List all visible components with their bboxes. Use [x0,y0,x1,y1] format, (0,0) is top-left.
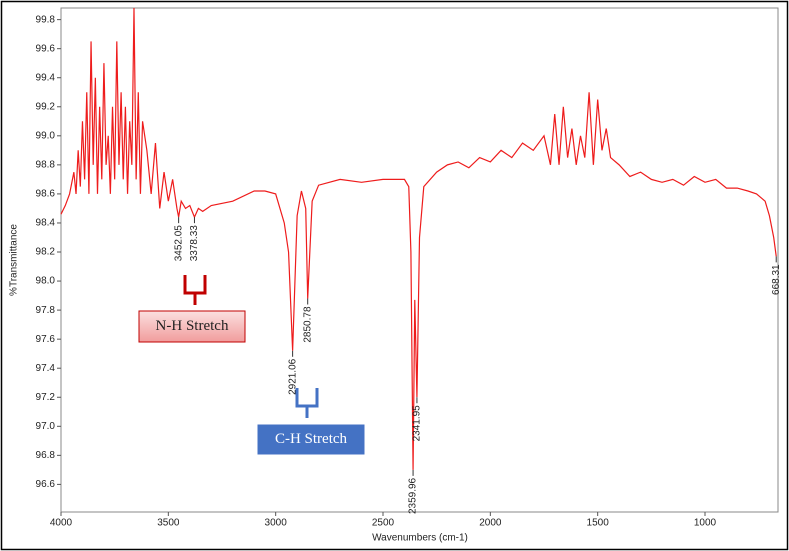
y-tick-label: 97.0 [36,421,56,432]
y-tick-label: 98.8 [36,160,56,171]
y-tick-label: 96.8 [36,450,56,461]
y-tick-label: 98.4 [36,218,56,229]
annotation-box [138,310,246,343]
y-tick-label: 98.2 [36,247,56,258]
y-tick-label: 98.0 [36,276,56,287]
bracket [183,275,207,305]
x-axis-label: Wavenumbers (cm-1) [372,533,468,544]
x-tick-label: 1000 [694,518,717,529]
peak-label: 668.31 [771,264,782,295]
y-tick-label: 99.4 [36,72,56,83]
peak-label: 3452.05 [173,225,184,262]
peak-label: 2850.78 [302,306,313,343]
peak-label: 2921.06 [287,358,298,395]
x-tick-label: 1500 [587,518,610,529]
y-tick-label: 99.2 [36,101,56,112]
y-tick-label: 98.6 [36,189,56,200]
y-tick-label: 99.0 [36,130,56,141]
peak-label: 3378.33 [189,225,200,262]
x-tick-label: 2500 [372,518,395,529]
x-tick-label: 3000 [265,518,288,529]
y-tick-label: 99.8 [36,14,56,25]
y-tick-label: 97.8 [36,305,56,316]
x-tick-label: 4000 [50,518,73,529]
y-tick-label: 97.4 [36,363,56,374]
y-tick-label: 97.6 [36,334,56,345]
peak-label: 2359.96 [408,477,419,514]
y-tick-label: 97.2 [36,392,56,403]
spectrum-line [60,7,777,470]
y-tick-label: 99.6 [36,43,56,54]
bracket [295,388,319,418]
x-tick-label: 2000 [479,518,502,529]
annotation-text: C-H Stretch [275,431,348,447]
annotation-text: N-H Stretch [156,318,229,334]
y-axis-label: %Transmittance [9,224,20,296]
annotation-box [257,424,365,455]
y-tick-label: 96.6 [36,479,56,490]
x-tick-label: 3500 [157,518,180,529]
plot-frame [60,7,779,513]
peak-label: 2341.95 [412,405,423,442]
